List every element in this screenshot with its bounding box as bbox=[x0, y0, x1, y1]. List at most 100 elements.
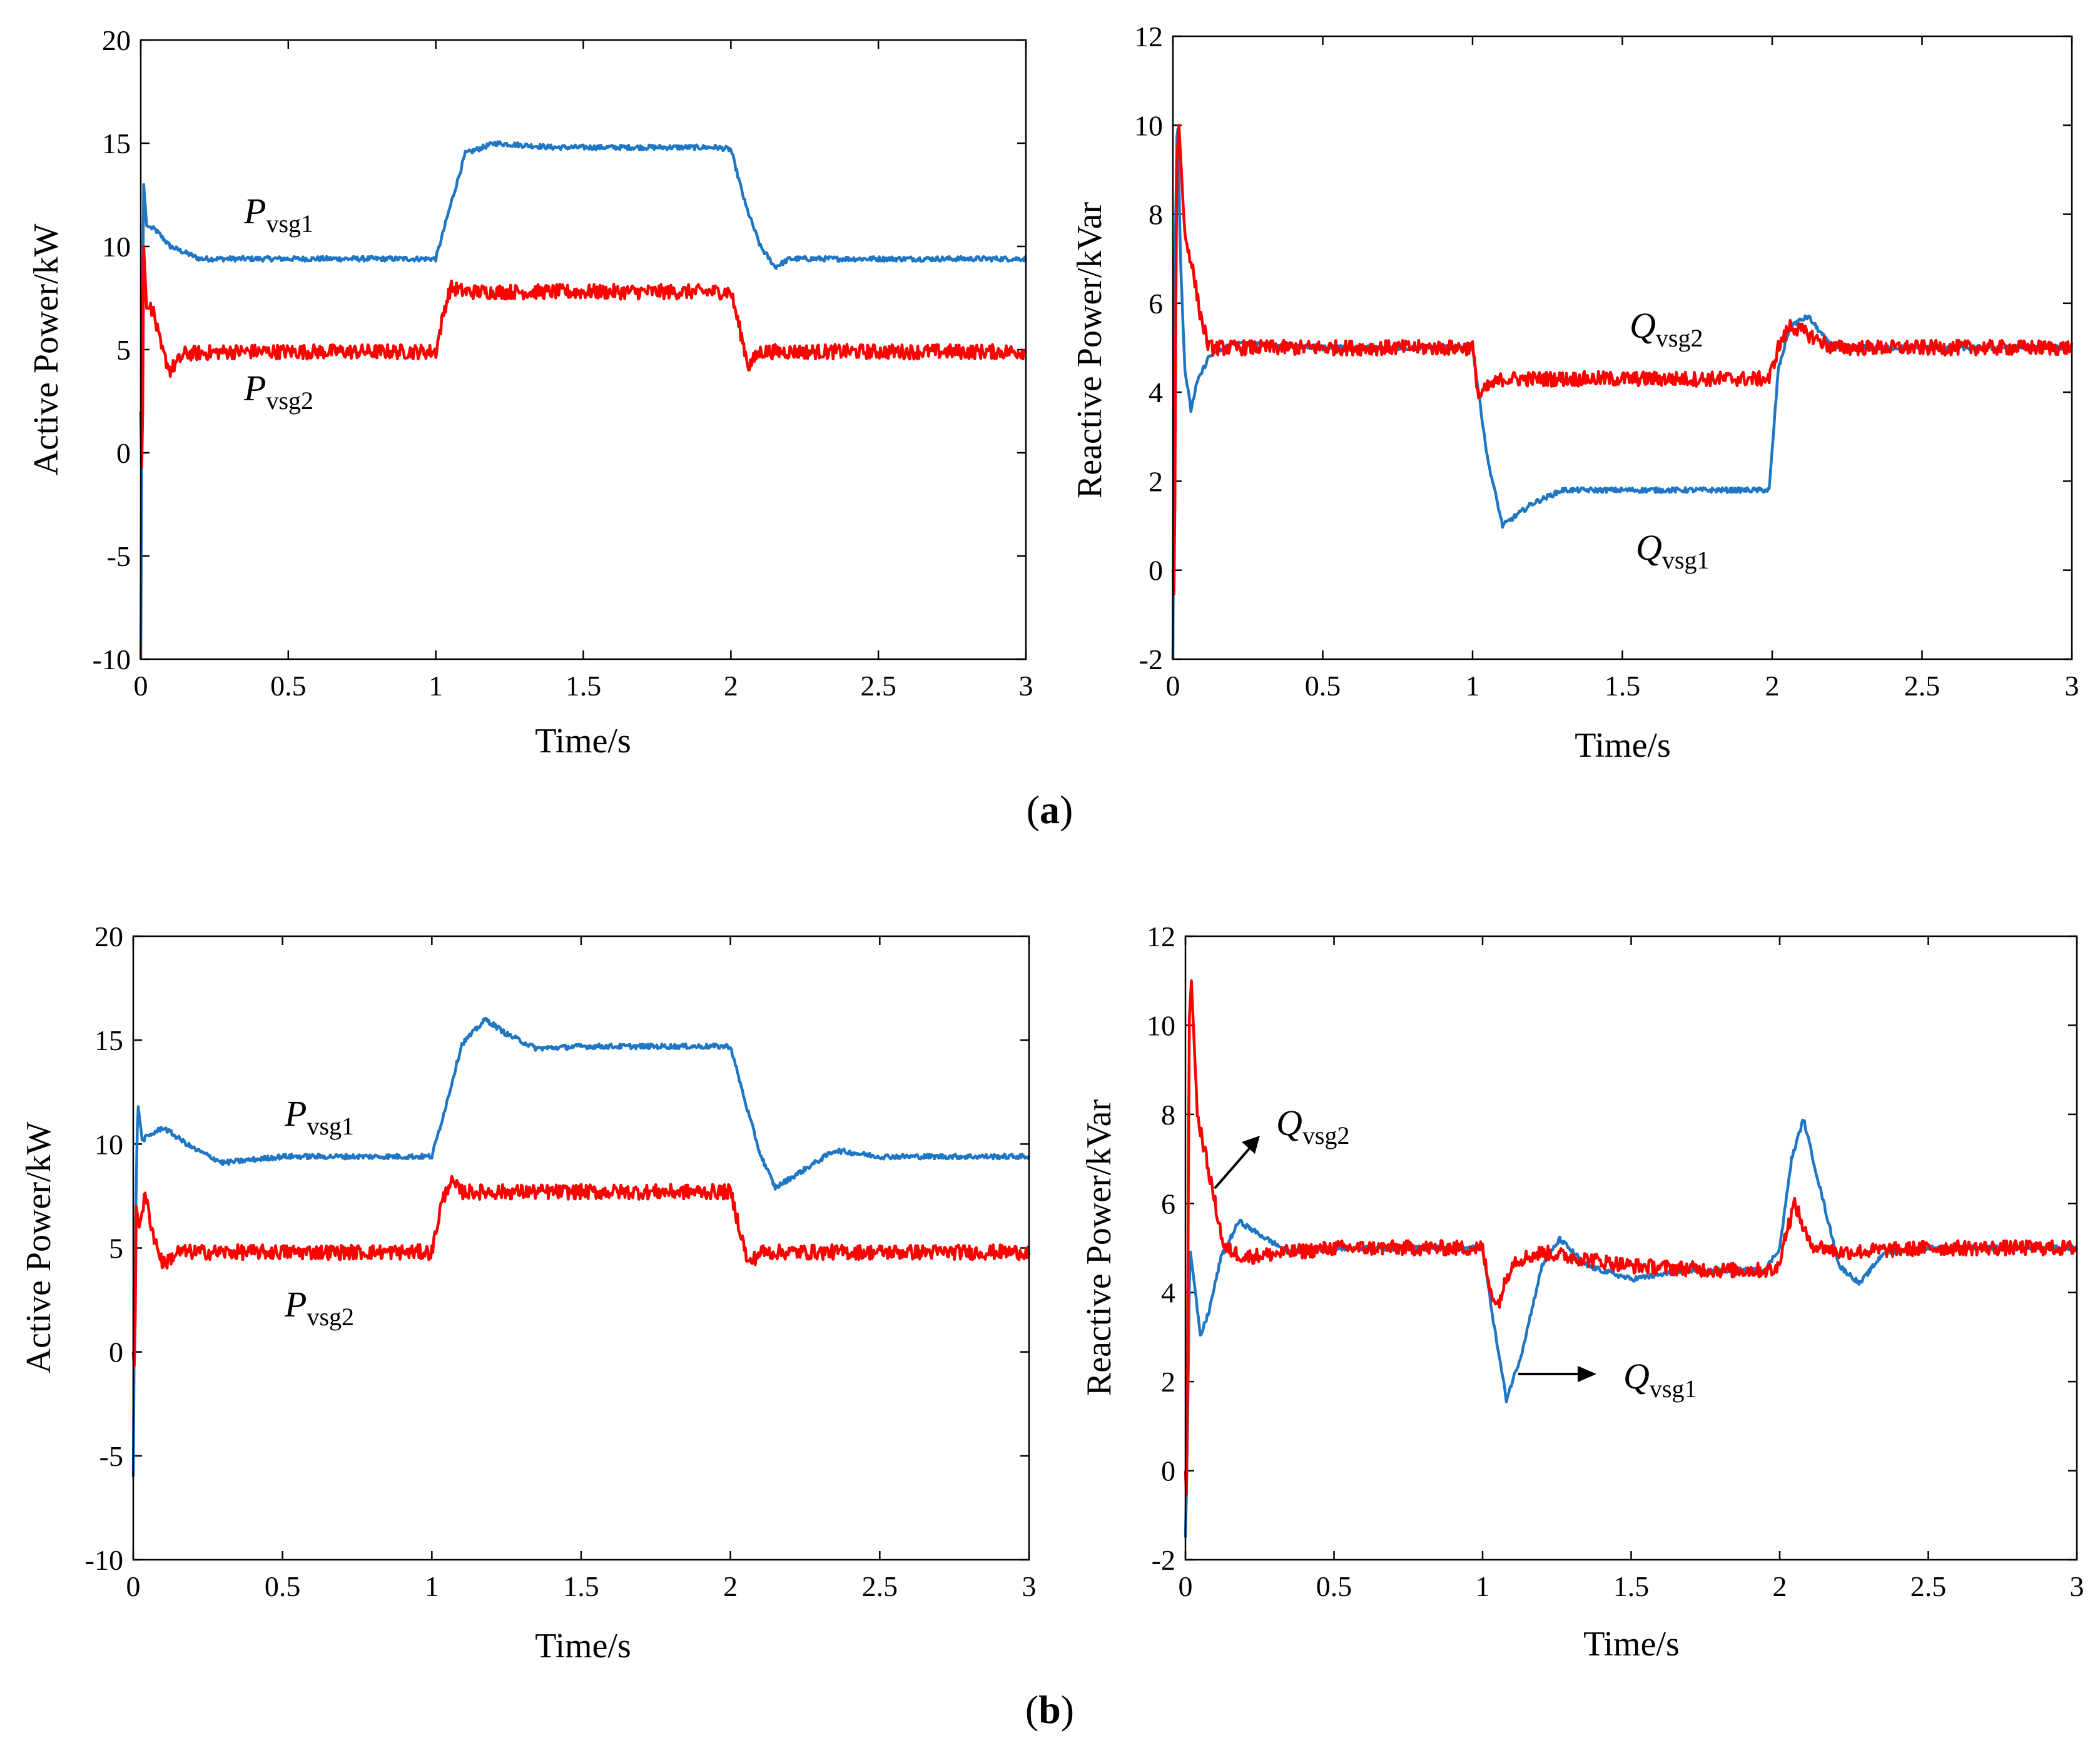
x-tick-label: 3 bbox=[2065, 670, 2079, 702]
y-tick-label: 0 bbox=[109, 1336, 123, 1368]
y-tick-label: 2 bbox=[1149, 465, 1163, 497]
grid-ticks: 0 0.5 1 1.5 2 2.5 3 -10 -5 0 5 10 15 20 bbox=[85, 921, 1037, 1602]
x-tick-label: 2.5 bbox=[860, 670, 896, 702]
series-layer bbox=[139, 140, 1028, 660]
y-tick-label: -10 bbox=[85, 1544, 123, 1576]
y-tick-label: -5 bbox=[99, 1440, 123, 1472]
annotation-pvsg1: Pvsg1 bbox=[243, 191, 313, 238]
x-axis-label: Time/s bbox=[535, 1627, 631, 1665]
x-tick-label: 1.5 bbox=[566, 670, 602, 702]
x-tick-label: 1.5 bbox=[1605, 670, 1641, 702]
x-tick-label: 2.5 bbox=[1910, 1570, 1947, 1602]
x-axis-label: Time/s bbox=[1583, 1625, 1680, 1664]
y-tick-label: 5 bbox=[109, 1233, 123, 1265]
x-axis-label: Time/s bbox=[535, 722, 631, 760]
y-tick-label: 0 bbox=[116, 437, 131, 469]
y-axis-label: Reactive Power/kVar bbox=[1070, 202, 1109, 499]
x-tick-label: 1 bbox=[1466, 670, 1480, 702]
x-tick-label: 0 bbox=[126, 1570, 141, 1602]
plot-frame bbox=[1184, 935, 2078, 1561]
x-tick-label: 2 bbox=[723, 1570, 738, 1602]
x-tick-label: 2.5 bbox=[1904, 670, 1940, 702]
y-tick-label: 20 bbox=[94, 921, 123, 952]
x-tick-label: 2.5 bbox=[862, 1570, 898, 1602]
x-tick-label: 2 bbox=[724, 670, 738, 702]
series-line-qvsg2 bbox=[1171, 124, 2074, 595]
x-tick-label: 3 bbox=[2070, 1570, 2084, 1602]
x-tick-label: 1.5 bbox=[1613, 1570, 1650, 1602]
x-tick-label: 0 bbox=[1166, 670, 1180, 702]
series-line-qvsg2 bbox=[1184, 979, 2078, 1496]
x-tick-label: 0 bbox=[134, 670, 148, 702]
series-layer bbox=[131, 1016, 1031, 1477]
annotation-qvsg1: Qvsg1 bbox=[1636, 527, 1709, 574]
annotation-pvsg2: Pvsg2 bbox=[284, 1284, 354, 1331]
y-tick-label: 10 bbox=[1147, 1009, 1175, 1041]
y-tick-label: 4 bbox=[1149, 376, 1163, 408]
x-tick-label: 0 bbox=[1179, 1570, 1193, 1602]
x-tick-label: 2 bbox=[1773, 1570, 1787, 1602]
y-tick-label: 12 bbox=[1134, 21, 1163, 53]
annotation-qvsg1: Qvsg1 bbox=[1623, 1356, 1697, 1403]
series-layer bbox=[1171, 124, 2074, 660]
x-tick-label: 3 bbox=[1019, 670, 1033, 702]
plot-frame bbox=[139, 39, 1027, 660]
annotation-pvsg2: Pvsg2 bbox=[243, 368, 313, 415]
chart-a-left: 0 0.5 1 1.5 2 2.5 3 -10 -5 0 5 10 15 20 Time/s Active… bbox=[27, 24, 1033, 760]
annotation-qvsg2: Qvsg2 bbox=[1630, 305, 1703, 352]
plot-frame bbox=[1172, 35, 2073, 660]
arrowhead-qvsg2 bbox=[1242, 1136, 1260, 1154]
y-tick-label: 8 bbox=[1161, 1099, 1175, 1131]
y-tick-label: 5 bbox=[116, 334, 131, 366]
y-tick-label: 0 bbox=[1161, 1455, 1175, 1487]
y-tick-label: 20 bbox=[102, 24, 131, 56]
x-tick-label: 1.5 bbox=[563, 1570, 599, 1602]
y-tick-label: -10 bbox=[93, 644, 131, 675]
series-line-pvsg1 bbox=[139, 140, 1028, 660]
y-axis-label: Reactive Power/kVar bbox=[1080, 1099, 1118, 1397]
y-tick-label: 10 bbox=[102, 231, 131, 263]
caption-a: (a) bbox=[1027, 787, 1073, 832]
chart-b-left: 0 0.5 1 1.5 2 2.5 3 -10 -5 0 5 10 15 20 Time/s Active… bbox=[19, 921, 1037, 1665]
series-line-pvsg1 bbox=[131, 1016, 1031, 1477]
x-tick-label: 0.5 bbox=[270, 670, 307, 702]
x-axis-label: Time/s bbox=[1575, 726, 1671, 765]
y-tick-label: 8 bbox=[1149, 199, 1163, 231]
y-axis-label: Active Power/kW bbox=[19, 1121, 58, 1373]
y-tick-label: -5 bbox=[107, 540, 131, 572]
y-tick-label: 0 bbox=[1149, 555, 1163, 587]
x-tick-label: 3 bbox=[1022, 1570, 1037, 1602]
y-tick-label: 6 bbox=[1149, 288, 1163, 320]
grid-ticks: 0 0.5 1 1.5 2 2.5 3 -10 -5 0 5 10 15 20 bbox=[93, 24, 1033, 702]
y-tick-label: 4 bbox=[1161, 1277, 1175, 1309]
x-tick-label: 1 bbox=[429, 670, 443, 702]
y-tick-label: 15 bbox=[102, 128, 131, 159]
arrowhead-qvsg1 bbox=[1578, 1366, 1596, 1382]
x-tick-label: 2 bbox=[1765, 670, 1780, 702]
y-tick-label: 10 bbox=[94, 1128, 123, 1160]
y-tick-label: 10 bbox=[1134, 109, 1163, 141]
x-tick-label: 1 bbox=[425, 1570, 439, 1602]
x-tick-label: 0.5 bbox=[265, 1570, 301, 1602]
y-tick-label: 12 bbox=[1147, 921, 1175, 952]
x-tick-label: 0.5 bbox=[1316, 1570, 1352, 1602]
annotation-qvsg2: Qvsg2 bbox=[1276, 1103, 1349, 1149]
x-tick-label: 0.5 bbox=[1305, 670, 1341, 702]
y-tick-label: -2 bbox=[1152, 1544, 1175, 1576]
caption-b: (b) bbox=[1025, 1687, 1074, 1732]
series-line-pvsg2 bbox=[131, 1175, 1031, 1368]
y-tick-label: 2 bbox=[1161, 1366, 1175, 1398]
annotation-pvsg1: Pvsg1 bbox=[284, 1093, 354, 1140]
x-tick-label: 1 bbox=[1476, 1570, 1490, 1602]
y-axis-label: Active Power/kW bbox=[27, 223, 66, 475]
y-tick-label: 6 bbox=[1161, 1188, 1175, 1220]
series-line-pvsg2 bbox=[139, 245, 1028, 468]
series-layer bbox=[1184, 979, 2079, 1538]
y-tick-label: 15 bbox=[94, 1024, 123, 1056]
